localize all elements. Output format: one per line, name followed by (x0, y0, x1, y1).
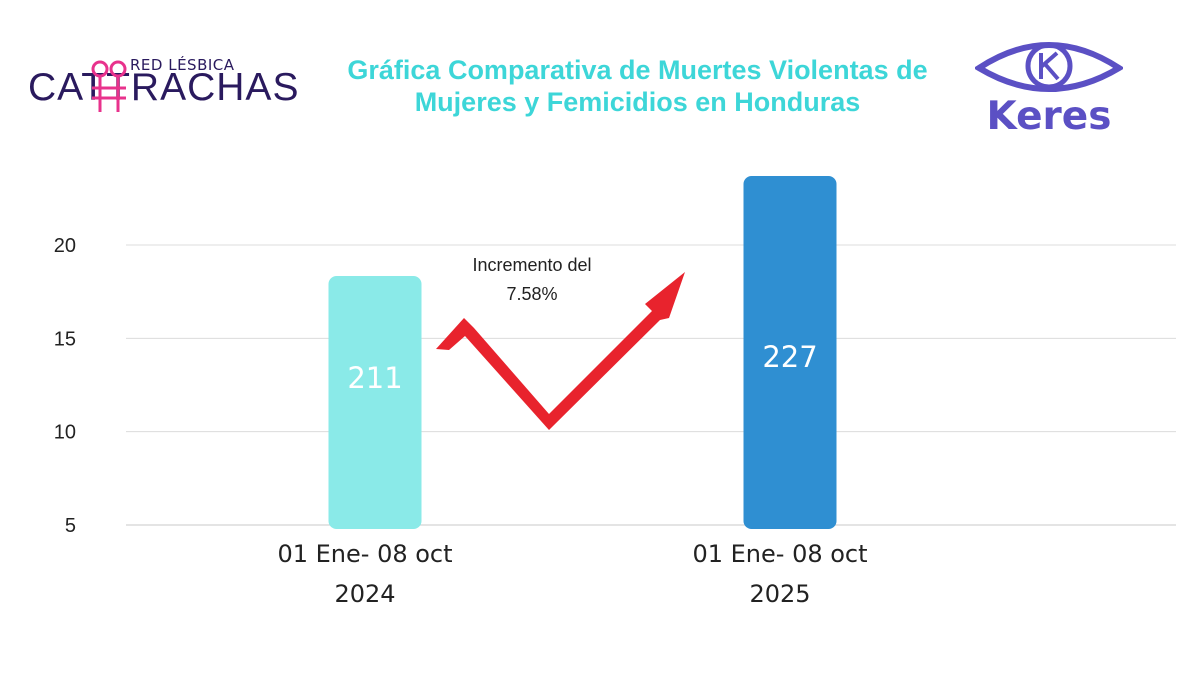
x-tick-label: 01 Ene- 08 oct (277, 540, 452, 568)
annotation-line-2: 7.58% (506, 284, 557, 304)
x-axis: 01 Ene- 08 oct 2024 01 Ene- 08 oct 2025 (277, 540, 867, 608)
chart-title-line-1: Gráfica Comparativa de Muertes Violentas… (347, 55, 928, 85)
y-tick-label: 10 (54, 422, 76, 444)
increase-arrow-icon (436, 272, 685, 430)
chart-grid (126, 244, 1176, 526)
logo-keres: Keres (975, 36, 1123, 139)
bar (328, 276, 422, 529)
chart-title-line-2: Mujeres y Femicidios en Honduras (414, 87, 861, 117)
logo-cattrachas: RED LÉSBICA CATTRACHAS (28, 48, 308, 118)
bars: 211 227 (328, 176, 837, 529)
increase-arrow (436, 272, 685, 430)
annotation-line-1: Incremento del (472, 255, 591, 275)
logo-keres-wordmark: Keres (986, 94, 1112, 139)
x-tick-label: 2024 (334, 580, 395, 608)
logo-cattrachas-wordmark: CATTRACHAS (28, 66, 300, 109)
x-tick-label: 01 Ene- 08 oct (692, 540, 867, 568)
eye-icon (975, 42, 1123, 92)
bar-data-label: 227 (762, 340, 817, 374)
y-tick-label: 20 (54, 235, 76, 257)
x-tick-label: 2025 (749, 580, 810, 608)
bar (743, 176, 837, 529)
logo-cattrachas-subtitle: RED LÉSBICA (130, 56, 235, 74)
y-axis: 5 10 15 20 (54, 235, 76, 537)
y-tick-label: 15 (54, 328, 76, 350)
bar-data-label: 211 (347, 361, 402, 395)
venus-symbols-icon (91, 60, 127, 112)
chart-title: Gráfica Comparativa de Muertes Violentas… (300, 54, 975, 118)
y-tick-label: 5 (65, 515, 76, 537)
